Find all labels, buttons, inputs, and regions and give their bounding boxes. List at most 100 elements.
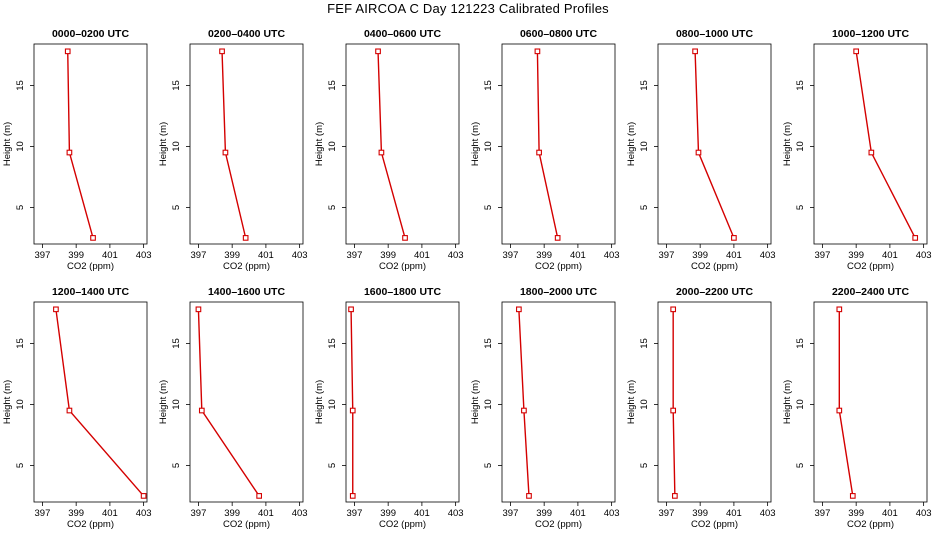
- co2-data-point: [349, 407, 356, 414]
- y-axis-label: Height (m): [314, 122, 325, 166]
- x-tick-label: 399: [692, 508, 708, 519]
- co2-data-point: [670, 306, 677, 313]
- co2-profile-line: [55, 309, 145, 497]
- y-tick-label: 5: [15, 463, 26, 468]
- x-tick-label: 403: [760, 508, 776, 519]
- x-tick-label: 401: [414, 250, 430, 261]
- co2-data-point: [526, 493, 532, 499]
- x-tick-label: 403: [448, 250, 464, 261]
- co2-data-point: [731, 235, 737, 241]
- y-tick-label: 15: [15, 80, 26, 91]
- x-tick-label: 401: [570, 250, 586, 261]
- co2-profile-line: [221, 51, 247, 239]
- co2-data-point: [836, 407, 843, 414]
- x-tick-label: 399: [536, 508, 552, 519]
- co2-profile-line: [672, 309, 676, 496]
- y-axis-label: Height (m): [158, 122, 169, 166]
- x-tick-label: 397: [191, 250, 207, 261]
- x-tick-label: 401: [882, 250, 898, 261]
- y-axis-label: Height (m): [470, 380, 481, 424]
- co2-data-point: [849, 493, 856, 499]
- x-tick-label: 397: [659, 250, 675, 261]
- co2-data-point: [853, 48, 860, 55]
- y-tick-label: 10: [15, 399, 26, 410]
- y-tick-label: 10: [795, 141, 806, 152]
- co2-data-point: [222, 149, 229, 156]
- co2-data-point: [402, 235, 408, 241]
- y-tick-label: 5: [795, 463, 806, 468]
- profile-panel-10: 1800–2000 UTC 397 399 401 403 5 10 15 CO2 (ppm) H…: [470, 286, 620, 530]
- co2-profile-line: [838, 309, 854, 497]
- x-tick-label: 403: [760, 250, 776, 261]
- co2-data-point: [516, 306, 522, 313]
- co2-data-point: [868, 149, 875, 156]
- y-tick-label: 5: [639, 205, 650, 210]
- x-tick-label: 397: [347, 508, 363, 519]
- y-tick-label: 10: [639, 399, 650, 410]
- y-axis-label: Height (m): [782, 380, 793, 424]
- x-tick-label: 403: [916, 250, 932, 261]
- panel-title: 0600–0800 UTC: [520, 28, 597, 40]
- y-tick-label: 5: [483, 463, 494, 468]
- plot-frame: [657, 43, 772, 245]
- profile-panel-8: 1400–1600 UTC 397 399 401 403 5 10 15 CO2 (ppm) H…: [158, 286, 308, 530]
- x-tick-label: 399: [536, 250, 552, 261]
- y-axis-label: Height (m): [314, 380, 325, 424]
- y-tick-label: 15: [483, 80, 494, 91]
- y-tick-label: 5: [483, 205, 494, 210]
- x-tick-label: 399: [848, 250, 864, 261]
- co2-data-point: [242, 235, 249, 241]
- y-tick-label: 15: [795, 338, 806, 349]
- y-tick-label: 10: [15, 141, 26, 152]
- y-tick-label: 10: [795, 399, 806, 410]
- x-tick-label: 401: [726, 250, 742, 261]
- co2-data-point: [378, 149, 385, 156]
- panel-title: 1400–1600 UTC: [208, 286, 285, 298]
- co2-profile-line: [350, 309, 354, 496]
- co2-data-point: [256, 493, 262, 499]
- co2-data-point: [219, 48, 225, 55]
- x-axis-label: CO2 (ppm): [691, 261, 738, 272]
- y-tick-label: 15: [483, 338, 494, 349]
- co2-data-point: [534, 48, 541, 55]
- co2-data-point: [349, 493, 356, 499]
- x-axis-label: CO2 (ppm): [223, 261, 270, 272]
- co2-profile-line: [694, 51, 735, 239]
- y-tick-label: 15: [795, 80, 806, 91]
- x-tick-label: 397: [815, 508, 831, 519]
- x-axis-label: CO2 (ppm): [847, 519, 894, 530]
- x-tick-label: 397: [35, 508, 51, 519]
- co2-data-point: [66, 149, 73, 156]
- panel-title: 1200–1400 UTC: [52, 286, 129, 298]
- x-tick-label: 401: [102, 250, 118, 261]
- panel-title: 0800–1000 UTC: [676, 28, 753, 40]
- panel-title: 1600–1800 UTC: [364, 286, 441, 298]
- y-axis-label: Height (m): [626, 380, 637, 424]
- panel-title: 2000–2200 UTC: [676, 286, 753, 298]
- plot-frame: [501, 301, 616, 503]
- y-tick-label: 10: [483, 399, 494, 410]
- y-tick-label: 5: [171, 205, 182, 210]
- x-axis-label: CO2 (ppm): [535, 519, 582, 530]
- co2-data-point: [64, 48, 71, 55]
- y-tick-label: 15: [639, 80, 650, 91]
- x-axis-label: CO2 (ppm): [67, 519, 114, 530]
- x-tick-label: 399: [848, 508, 864, 519]
- co2-data-point: [521, 407, 527, 414]
- x-tick-label: 401: [726, 508, 742, 519]
- x-tick-label: 399: [68, 508, 84, 519]
- x-tick-label: 397: [347, 250, 363, 261]
- x-tick-label: 403: [916, 508, 932, 519]
- co2-profile-line: [197, 309, 260, 497]
- y-axis-label: Height (m): [158, 380, 169, 424]
- plot-frame: [189, 301, 304, 503]
- y-tick-label: 5: [15, 205, 26, 210]
- x-tick-label: 399: [380, 250, 396, 261]
- panel-title: 2200–2400 UTC: [832, 286, 909, 298]
- profile-panel-5: 0800–1000 UTC 397 399 401 403 5 10 15 CO2 (ppm) H…: [626, 28, 776, 272]
- y-tick-label: 10: [327, 141, 338, 152]
- co2-data-point: [90, 235, 96, 241]
- co2-profile-line: [536, 51, 559, 239]
- plot-frame: [33, 301, 148, 503]
- y-tick-label: 5: [639, 463, 650, 468]
